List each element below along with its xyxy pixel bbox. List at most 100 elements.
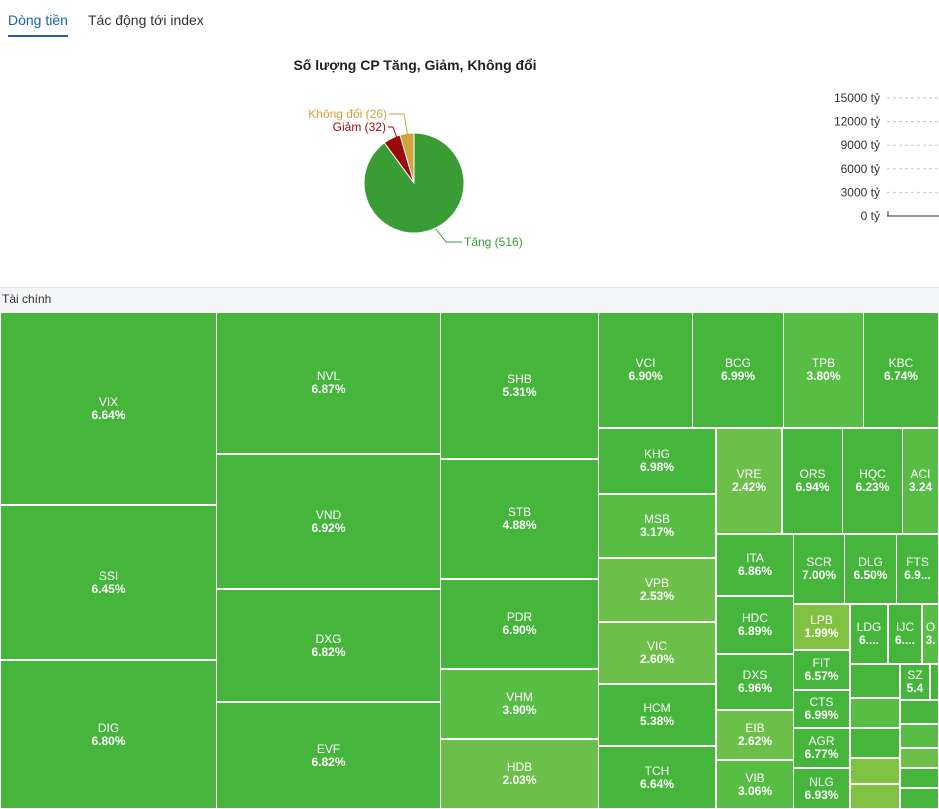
pie-label-down: Giảm (32) [333, 120, 386, 134]
treemap-cell-ita[interactable]: ITA 6.86% [716, 534, 794, 596]
treemap-cell-small[interactable] [850, 728, 900, 758]
cell-symbol: EVF [316, 741, 341, 756]
cell-symbol: VCI [635, 356, 656, 370]
treemap-cell-ijc[interactable]: IJC 6.... [888, 604, 922, 664]
treemap-cell-vib[interactable]: VIB 3.06% [716, 760, 794, 809]
treemap-cell-small[interactable] [900, 724, 939, 748]
treemap-cell-small[interactable] [930, 664, 939, 700]
treemap-cell-small[interactable] [850, 664, 900, 698]
cell-symbol: NVL [316, 369, 341, 383]
treemap-cell-small[interactable] [900, 788, 939, 809]
cell-change: 5.4 [906, 681, 924, 695]
cell-change: 6.99% [804, 708, 839, 722]
treemap-cell-o[interactable]: O 3. [922, 604, 939, 664]
treemap-cell-vre[interactable]: VRE 2.42% [716, 428, 782, 534]
treemap-cell-vci[interactable]: VCI 6.90% [598, 312, 693, 428]
treemap-cell-eib[interactable]: EIB 2.62% [716, 710, 794, 760]
pie-label-up-line [435, 228, 462, 243]
treemap-cell-hcm[interactable]: HCM 5.38% [598, 684, 716, 746]
treemap-cell-small[interactable] [900, 748, 939, 768]
treemap-cell-tch[interactable]: TCH 6.64% [598, 746, 716, 809]
treemap-cell-hdb[interactable]: HDB 2.03% [440, 739, 599, 809]
treemap-cell-dxg[interactable]: DXG 6.82% [216, 589, 441, 702]
cell-symbol: LDG [856, 620, 882, 634]
pie-label-down-line [388, 126, 399, 142]
cell-symbol: EIB [745, 721, 765, 735]
treemap-cell-scr[interactable]: SCR 7.00% [793, 534, 845, 604]
treemap-cell-evf[interactable]: EVF 6.82% [216, 702, 441, 809]
treemap-cell-ldg[interactable]: LDG 6.... [850, 604, 888, 664]
cell-change: 2.53% [639, 589, 675, 603]
tab-money-flow[interactable]: Dòng tiền [8, 12, 68, 37]
treemap-cell-vic[interactable]: VIC 2.60% [598, 622, 716, 684]
cell-symbol: DXS [742, 668, 768, 682]
cell-change: 6.45% [91, 581, 126, 596]
cell-change: 6.96% [737, 681, 773, 695]
cell-change: 3.90% [502, 703, 537, 717]
cell-change: 5.38% [639, 714, 675, 728]
treemap-cell-kbc[interactable]: KBC 6.74% [863, 312, 939, 428]
treemap-cell-hqc[interactable]: HQC 6.23% [842, 428, 903, 534]
treemap-cell-sz[interactable]: SZ 5.4 [900, 664, 930, 700]
cell-change: 6.93% [804, 787, 839, 802]
cell-change: 2.60% [639, 652, 675, 666]
treemap-cell-shb[interactable]: SHB 5.31% [440, 312, 599, 459]
cell-symbol: KBC [888, 356, 914, 370]
treemap-cell-ssi[interactable]: SSI 6.45% [0, 505, 217, 660]
treemap-cell-aci[interactable]: ACI 3.24 [902, 428, 939, 534]
cell-change: 6.64% [639, 776, 675, 791]
treemap-cell-pdr[interactable]: PDR 6.90% [440, 579, 599, 669]
treemap-cell-small[interactable] [850, 784, 900, 809]
cell-symbol: VRE [736, 467, 762, 481]
cell-symbol: VIC [646, 639, 667, 653]
treemap-cell-khg[interactable]: KHG 6.98% [598, 428, 716, 494]
treemap-cell-nlg[interactable]: NLG 6.93% [793, 768, 850, 809]
cell-change: 1.99% [804, 626, 839, 640]
cell-change: 6.86% [737, 564, 773, 578]
cell-change: 2.03% [502, 773, 537, 787]
treemap-cell-stb[interactable]: STB 4.88% [440, 459, 599, 579]
treemap-cell-hdc[interactable]: HDC 6.89% [716, 596, 794, 654]
cell-symbol: KHG [643, 447, 670, 461]
treemap-cell-dlg[interactable]: DLG 6.50% [844, 534, 897, 604]
cell-symbol: SCR [806, 555, 832, 569]
pie-label-up: Tăng (516) [464, 235, 523, 249]
y-tick-label: 12000 tỷ [834, 115, 880, 129]
treemap-cell-agr[interactable]: AGR 6.77% [793, 728, 850, 768]
treemap-cell-cts[interactable]: CTS 6.99% [793, 690, 850, 728]
treemap-cell-tpb[interactable]: TPB 3.80% [783, 312, 864, 428]
cell-change: 6.23% [855, 480, 890, 494]
treemap-cell-small[interactable] [900, 768, 939, 788]
cell-symbol: BCG [724, 356, 751, 370]
cell-symbol: FIT [812, 656, 831, 670]
treemap-cell-small[interactable] [850, 758, 900, 784]
treemap-cell-fit[interactable]: FIT 6.57% [793, 650, 850, 690]
treemap-cell-bcg[interactable]: BCG 6.99% [692, 312, 784, 428]
cell-change: 6.50% [853, 568, 888, 582]
sector-header: Tài chính [0, 287, 939, 312]
treemap-cell-fts[interactable]: FTS 6.9... [896, 534, 939, 604]
treemap-cell-dxs[interactable]: DXS 6.96% [716, 654, 794, 710]
cell-symbol: ITA [746, 551, 764, 565]
treemap-cell-dig[interactable]: DIG 6.80% [0, 660, 217, 809]
treemap-cell-msb[interactable]: MSB 3.17% [598, 494, 716, 558]
tab-index-impact[interactable]: Tác động tới index [88, 12, 204, 28]
treemap-cell-small[interactable] [850, 698, 900, 728]
treemap-cell-ors[interactable]: ORS 6.94% [782, 428, 843, 534]
treemap-cell-vpb[interactable]: VPB 2.53% [598, 558, 716, 622]
cell-change: 3.80% [806, 369, 841, 383]
treemap-cell-nvl[interactable]: NVL 6.87% [216, 312, 441, 454]
cell-symbol: VPB [644, 576, 669, 590]
sector-treemap: VIX 6.64% SSI 6.45% DIG 6.80% NVL 6.87% VND 6.92%… [0, 312, 939, 809]
treemap-cell-lpb[interactable]: LPB 1.99% [793, 604, 850, 650]
treemap-cell-vix[interactable]: VIX 6.64% [0, 312, 217, 505]
cell-change: 6.98% [639, 460, 675, 474]
cell-change: 6.87% [311, 382, 346, 396]
sector-label: Tài chính [2, 292, 52, 306]
treemap-cell-vnd[interactable]: VND 6.92% [216, 454, 441, 589]
y-tick-label: 0 tỷ [861, 209, 880, 223]
cell-symbol: VHM [506, 690, 533, 704]
cell-symbol: VND [315, 507, 342, 522]
treemap-cell-small[interactable] [900, 700, 939, 724]
treemap-cell-vhm[interactable]: VHM 3.90% [440, 669, 599, 739]
